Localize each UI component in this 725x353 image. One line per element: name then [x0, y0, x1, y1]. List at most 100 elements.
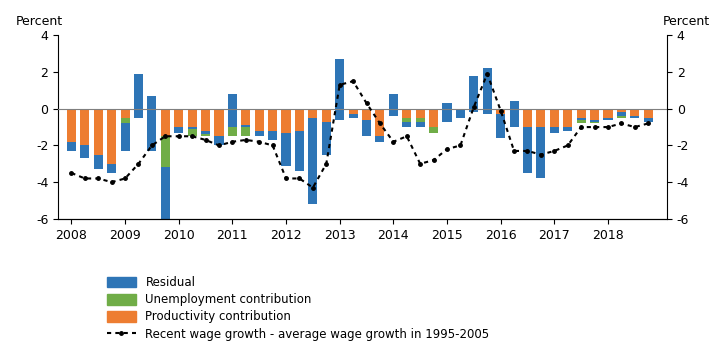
- Bar: [349, 114, 357, 118]
- Bar: [94, 155, 103, 169]
- Bar: [523, 127, 532, 173]
- Text: Percent: Percent: [663, 15, 710, 28]
- Bar: [268, 109, 277, 136]
- Bar: [576, 120, 586, 124]
- Bar: [147, 109, 157, 124]
- Bar: [617, 112, 626, 116]
- Bar: [550, 109, 559, 127]
- Text: Percent: Percent: [15, 15, 62, 28]
- Bar: [402, 121, 411, 127]
- Bar: [120, 124, 130, 151]
- Bar: [496, 127, 505, 138]
- Bar: [415, 118, 425, 121]
- Bar: [147, 124, 157, 151]
- Bar: [389, 94, 398, 116]
- Bar: [134, 109, 143, 118]
- Bar: [469, 76, 478, 112]
- Bar: [174, 127, 183, 133]
- Bar: [174, 109, 183, 133]
- Bar: [536, 109, 545, 127]
- Bar: [483, 109, 492, 114]
- Bar: [563, 109, 572, 127]
- Bar: [308, 109, 318, 118]
- Bar: [254, 109, 264, 136]
- Bar: [215, 109, 223, 136]
- Bar: [268, 131, 277, 136]
- Bar: [322, 121, 331, 136]
- Bar: [268, 131, 277, 140]
- Bar: [510, 101, 518, 127]
- Bar: [349, 109, 357, 118]
- Bar: [617, 116, 626, 118]
- Bar: [576, 109, 586, 124]
- Bar: [496, 114, 505, 138]
- Bar: [241, 109, 250, 136]
- Bar: [161, 136, 170, 167]
- Bar: [617, 109, 626, 118]
- Bar: [456, 109, 465, 118]
- Bar: [630, 109, 639, 118]
- Bar: [228, 109, 237, 136]
- Bar: [496, 109, 505, 127]
- Bar: [215, 136, 223, 145]
- Bar: [536, 127, 545, 179]
- Bar: [228, 94, 237, 127]
- Bar: [644, 109, 652, 118]
- Bar: [563, 127, 572, 131]
- Bar: [603, 118, 613, 120]
- Bar: [576, 118, 586, 120]
- Bar: [590, 121, 599, 124]
- Bar: [281, 133, 291, 166]
- Bar: [147, 96, 157, 151]
- Bar: [510, 109, 518, 127]
- Bar: [402, 109, 411, 118]
- Bar: [188, 127, 196, 129]
- Bar: [241, 125, 250, 127]
- Bar: [335, 114, 344, 120]
- Bar: [590, 109, 599, 124]
- Bar: [228, 127, 237, 136]
- Bar: [442, 109, 452, 114]
- Bar: [308, 118, 318, 204]
- Bar: [335, 109, 344, 114]
- Bar: [402, 118, 411, 121]
- Bar: [322, 109, 331, 136]
- Bar: [483, 68, 492, 114]
- Bar: [254, 131, 264, 136]
- Bar: [376, 136, 384, 142]
- Bar: [335, 59, 344, 120]
- Bar: [389, 110, 398, 116]
- Bar: [590, 120, 599, 121]
- Bar: [644, 118, 652, 121]
- Bar: [67, 109, 76, 142]
- Bar: [630, 116, 639, 118]
- Bar: [80, 145, 89, 158]
- Bar: [469, 109, 478, 112]
- Bar: [120, 118, 130, 151]
- Bar: [241, 127, 250, 136]
- Bar: [322, 121, 331, 155]
- Bar: [94, 109, 103, 155]
- Bar: [107, 164, 116, 173]
- Bar: [201, 131, 210, 134]
- Bar: [376, 109, 384, 136]
- Bar: [295, 131, 304, 136]
- Legend: Residual, Unemployment contribution, Productivity contribution, Recent wage grow: Residual, Unemployment contribution, Pro…: [107, 276, 489, 341]
- Bar: [415, 121, 425, 127]
- Bar: [362, 120, 371, 136]
- Bar: [188, 109, 196, 136]
- Bar: [188, 129, 196, 136]
- Bar: [281, 133, 291, 136]
- Bar: [389, 109, 398, 110]
- Bar: [174, 127, 183, 133]
- Bar: [281, 109, 291, 136]
- Bar: [80, 109, 89, 145]
- Bar: [415, 109, 425, 118]
- Bar: [550, 127, 559, 133]
- Bar: [362, 109, 371, 136]
- Bar: [107, 109, 116, 164]
- Bar: [603, 109, 613, 120]
- Bar: [120, 109, 130, 118]
- Bar: [429, 127, 438, 133]
- Bar: [201, 109, 210, 136]
